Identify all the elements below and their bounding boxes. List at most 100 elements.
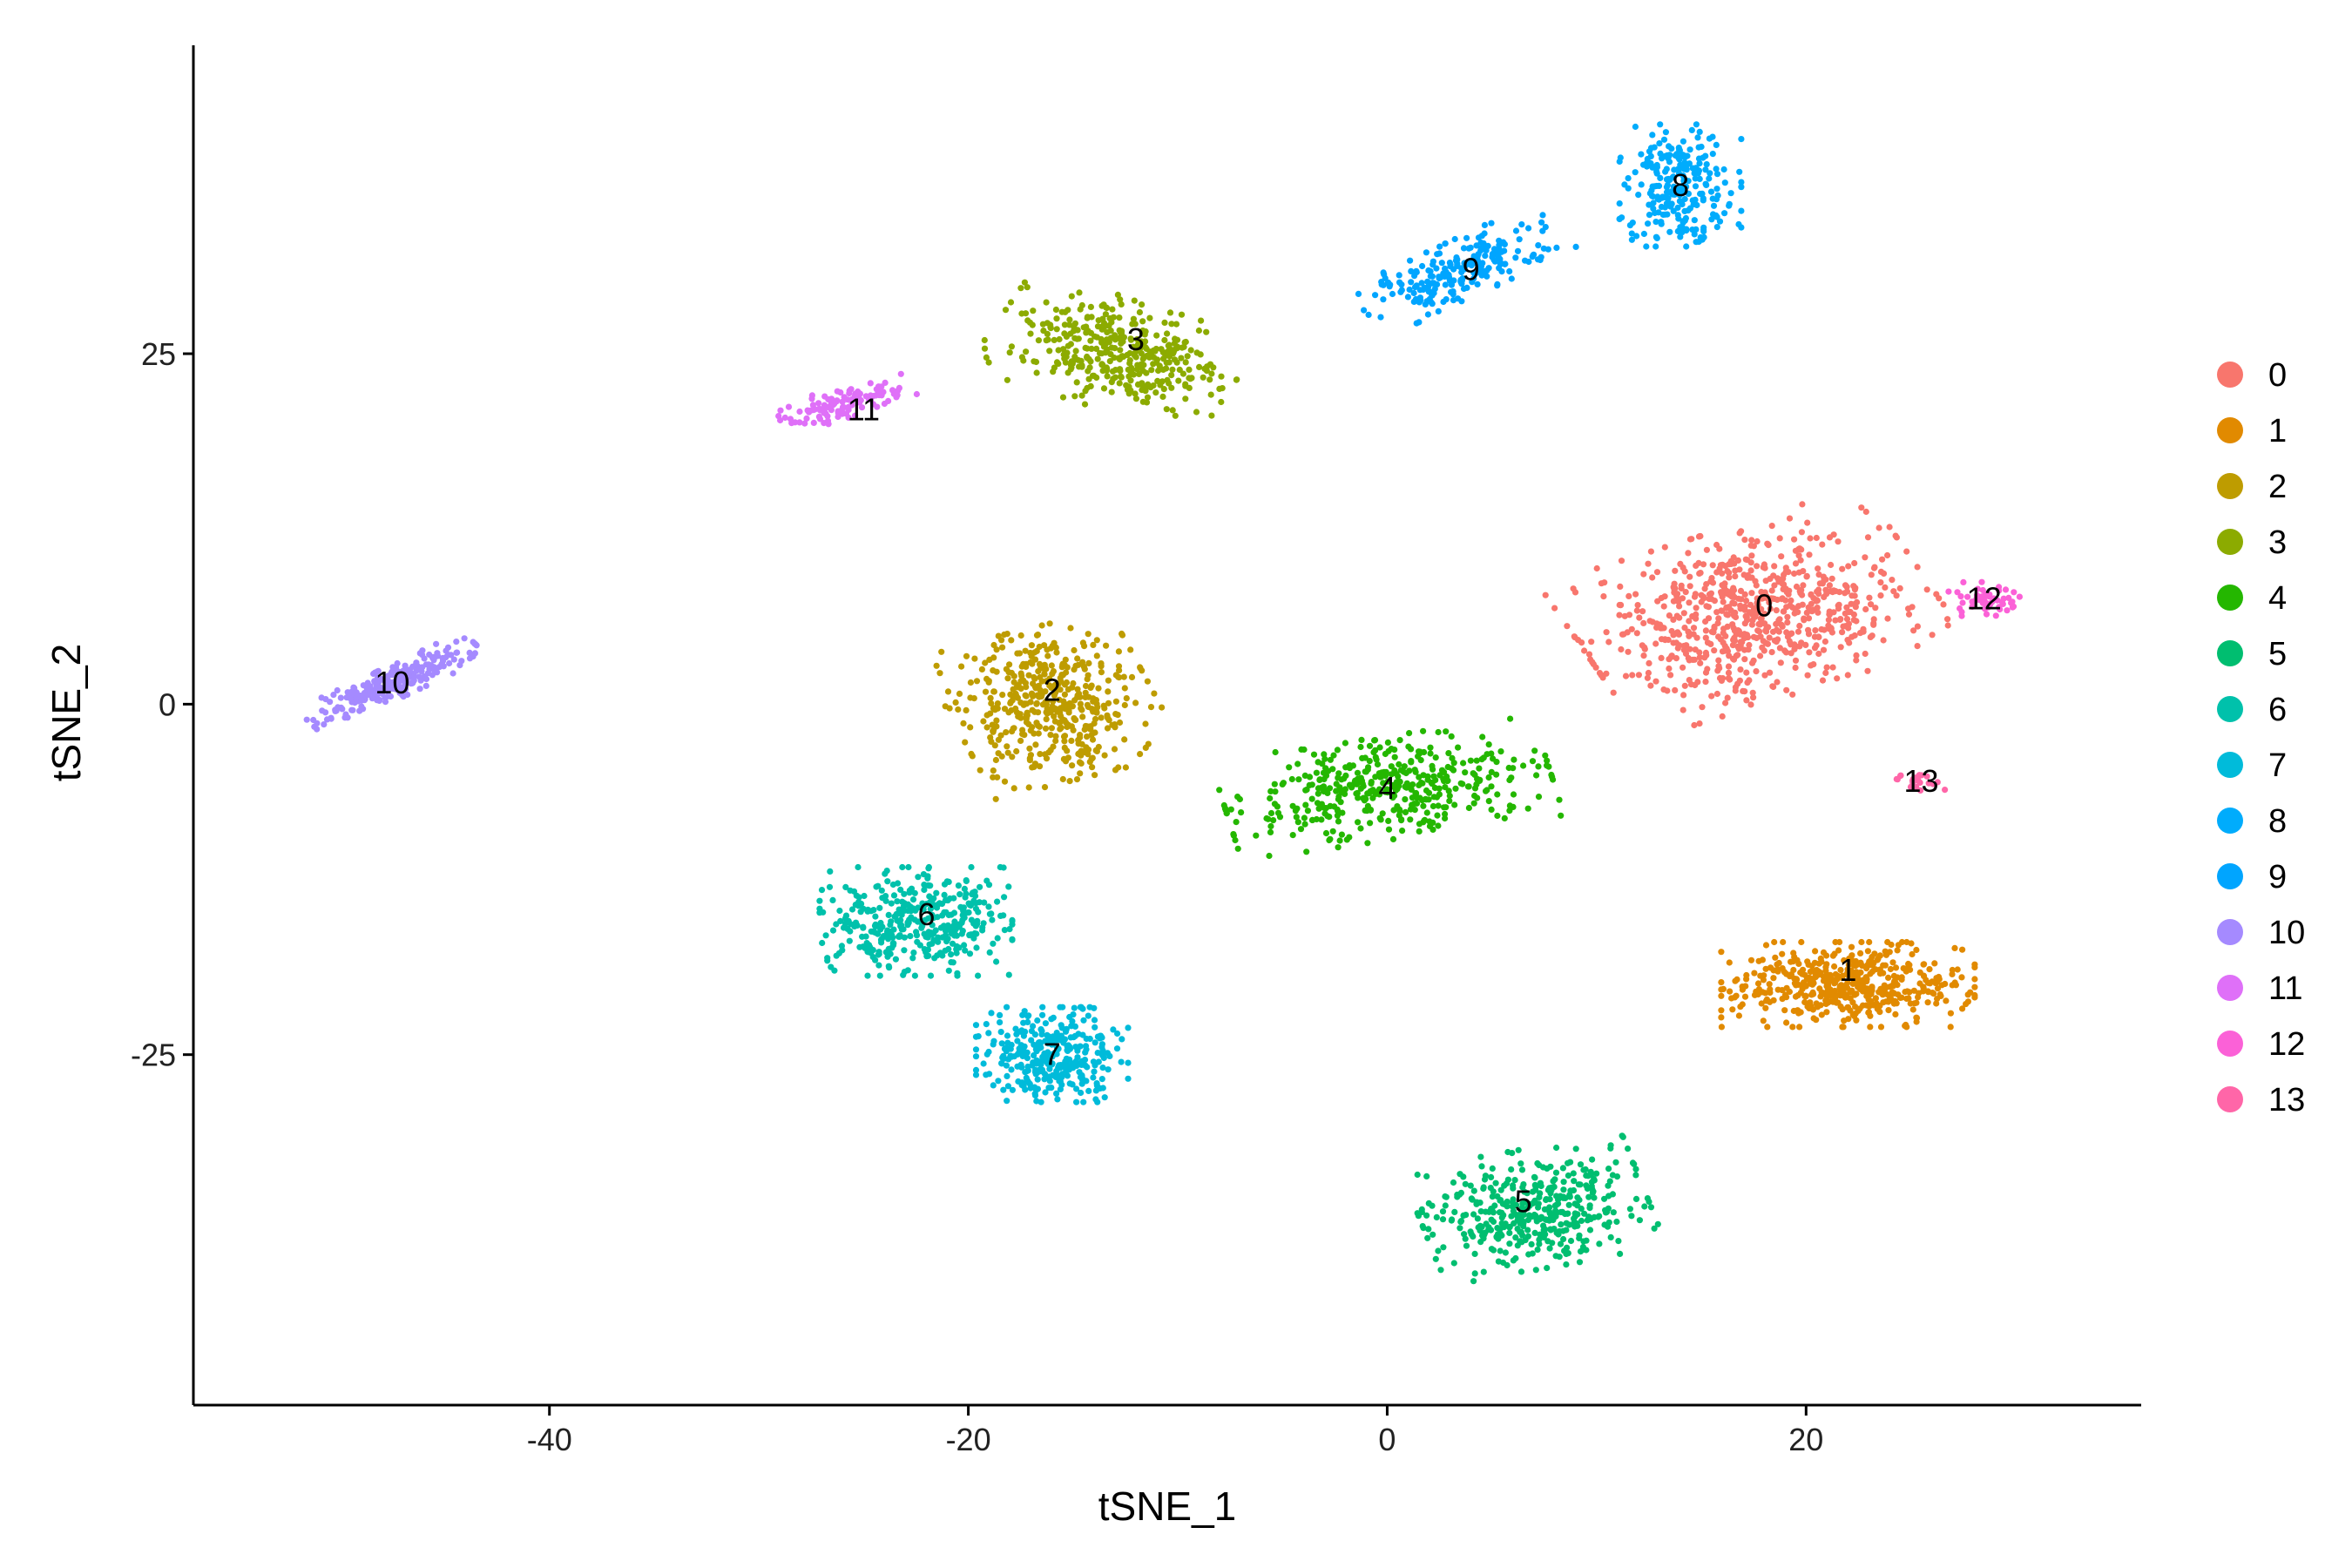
cluster-4-point	[1506, 802, 1513, 809]
cluster-7-point	[1004, 1098, 1010, 1105]
cluster-0-point	[1683, 642, 1690, 649]
cluster-4-point	[1329, 828, 1336, 835]
cluster-7-point	[1042, 1020, 1049, 1027]
cluster-4-point	[1435, 728, 1442, 736]
cluster-5-point	[1489, 1165, 1496, 1172]
cluster-4-point	[1234, 794, 1241, 801]
cluster-8-point	[1738, 179, 1745, 186]
cluster-0-point	[1792, 664, 1799, 672]
cluster-5-point	[1504, 1261, 1511, 1269]
cluster-2-point	[1029, 660, 1036, 667]
cluster-0-point	[1868, 601, 1875, 608]
cluster-1-point	[1805, 961, 1812, 968]
cluster-3-point	[1138, 342, 1145, 349]
cluster-8-point	[1721, 179, 1728, 186]
cluster-8-point	[1653, 234, 1660, 241]
cluster-3-point	[1146, 314, 1153, 321]
cluster-0-point	[1676, 642, 1683, 649]
cluster-2-point	[1128, 673, 1136, 681]
cluster-1-point	[1971, 991, 1978, 999]
cluster-3-point	[1006, 349, 1013, 356]
cluster-3-point	[1112, 374, 1119, 381]
cluster-5-point	[1610, 1209, 1617, 1216]
cluster-9-point	[1408, 267, 1415, 274]
cluster-0-point	[1750, 694, 1757, 701]
cluster-6-point	[836, 907, 843, 915]
cluster-4-point	[1558, 812, 1565, 819]
cluster-5-point	[1558, 1221, 1565, 1228]
cluster-1-point	[1809, 989, 1816, 996]
cluster-1-point	[1780, 938, 1787, 946]
cluster-10-point	[341, 714, 348, 721]
cluster-0-point	[1852, 585, 1859, 591]
cluster-0-point	[1872, 605, 1879, 612]
cluster-1-point	[1806, 974, 1813, 981]
cluster-1-point	[1838, 982, 1845, 989]
cluster-4-point	[1493, 771, 1500, 778]
cluster-7-point	[1034, 1017, 1041, 1024]
cluster-4-point	[1276, 814, 1284, 821]
cluster-3-point	[1116, 380, 1123, 387]
cluster-8-point	[1738, 224, 1745, 231]
cluster-5-point	[1435, 1247, 1442, 1254]
cluster-6-point	[911, 889, 918, 896]
cluster-4-point	[1294, 805, 1301, 812]
cluster-5-point	[1501, 1182, 1508, 1189]
cluster-1-points	[1718, 938, 1978, 1031]
cluster-2-point	[1032, 741, 1039, 748]
cluster-1-point	[1877, 1024, 1885, 1031]
cluster-0-point	[1685, 654, 1692, 662]
cluster-3-point	[1116, 335, 1123, 342]
cluster-5-point	[1629, 1159, 1637, 1166]
cluster-5-point	[1589, 1186, 1596, 1193]
cluster-1-point	[1866, 938, 1873, 946]
cluster-6-point	[961, 885, 968, 892]
cluster-2-point	[1019, 727, 1026, 733]
cluster-2-point	[1120, 673, 1127, 680]
cluster-9-point	[1423, 249, 1429, 256]
cluster-4-point	[1357, 743, 1364, 751]
cluster-8-point	[1656, 140, 1663, 147]
cluster-2-point	[1029, 706, 1036, 713]
cluster-10-point	[445, 659, 453, 667]
cluster-1-point	[1952, 982, 1959, 989]
cluster-4-point	[1462, 769, 1469, 776]
cluster-5-point	[1483, 1220, 1490, 1227]
cluster-2-point	[1001, 706, 1009, 713]
cluster-0-point	[1709, 579, 1717, 586]
cluster-0-point	[1720, 584, 1727, 591]
cluster-7-point	[985, 1030, 992, 1037]
cluster-3-point	[1163, 365, 1170, 372]
cluster-6-point	[935, 934, 942, 941]
cluster-4-point	[1506, 808, 1513, 814]
cluster-4-point	[1293, 814, 1300, 821]
cluster-2-point	[999, 692, 1006, 699]
cluster-2-point	[992, 756, 999, 764]
cluster-0-point	[1773, 639, 1780, 645]
cluster-0-point	[1877, 592, 1884, 599]
cluster-6-point	[975, 972, 982, 979]
cluster-5-point	[1448, 1217, 1455, 1224]
cluster-6-point	[962, 947, 969, 954]
cluster-5-point	[1571, 1223, 1578, 1230]
cluster-0-point	[1944, 616, 1951, 623]
cluster-6-point	[939, 952, 946, 959]
cluster-3-point	[1062, 308, 1069, 315]
cluster-3-point	[1051, 364, 1058, 371]
legend-label: 3	[2268, 524, 2287, 561]
cluster-5-point	[1512, 1211, 1519, 1218]
cluster-0-point	[1724, 694, 1731, 701]
cluster-0-point	[1801, 615, 1808, 622]
cluster-4-point	[1265, 815, 1272, 822]
cluster-3-point	[1008, 343, 1015, 350]
cluster-0-point	[1624, 629, 1631, 636]
cluster-4-point	[1308, 816, 1316, 824]
cluster-9-point	[1482, 253, 1489, 260]
cluster-2-point	[933, 662, 940, 669]
cluster-3-point	[1178, 311, 1186, 318]
cluster-7-point	[1024, 1018, 1031, 1025]
cluster-9-point	[1429, 273, 1436, 280]
cluster-3-point	[1208, 412, 1215, 419]
cluster-9-point	[1538, 219, 1545, 226]
